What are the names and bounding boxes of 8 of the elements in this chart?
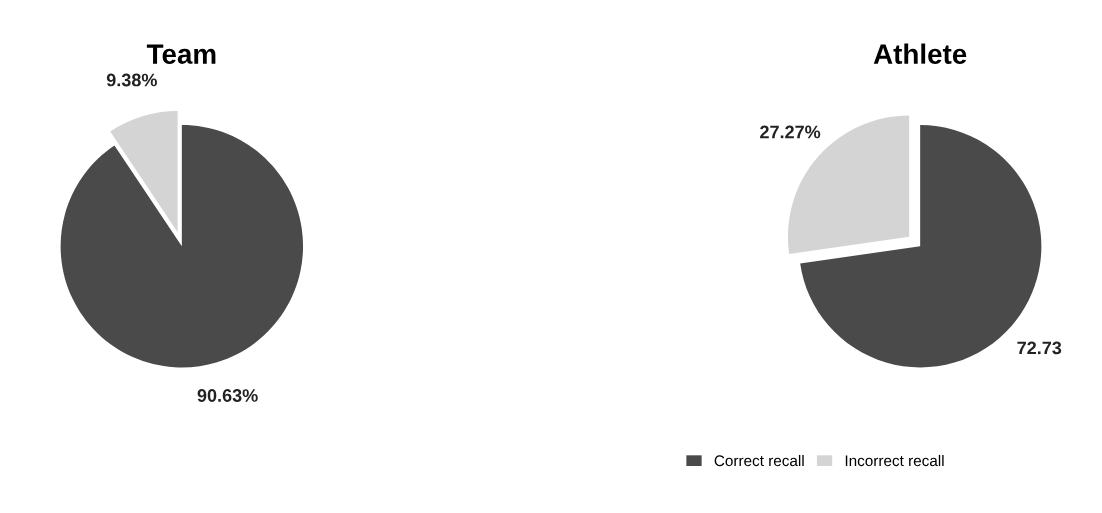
data-label: 9.38%	[106, 73, 157, 87]
legend-label: Incorrect recall	[845, 454, 944, 467]
legend-label: Correct recall	[714, 454, 804, 467]
data-label: 90.63%	[197, 389, 258, 402]
chart-title: Athlete	[873, 43, 967, 64]
data-label: 27.27%	[760, 125, 821, 139]
data-label: 72.73	[1017, 341, 1062, 355]
chart-title: Team	[146, 44, 216, 64]
